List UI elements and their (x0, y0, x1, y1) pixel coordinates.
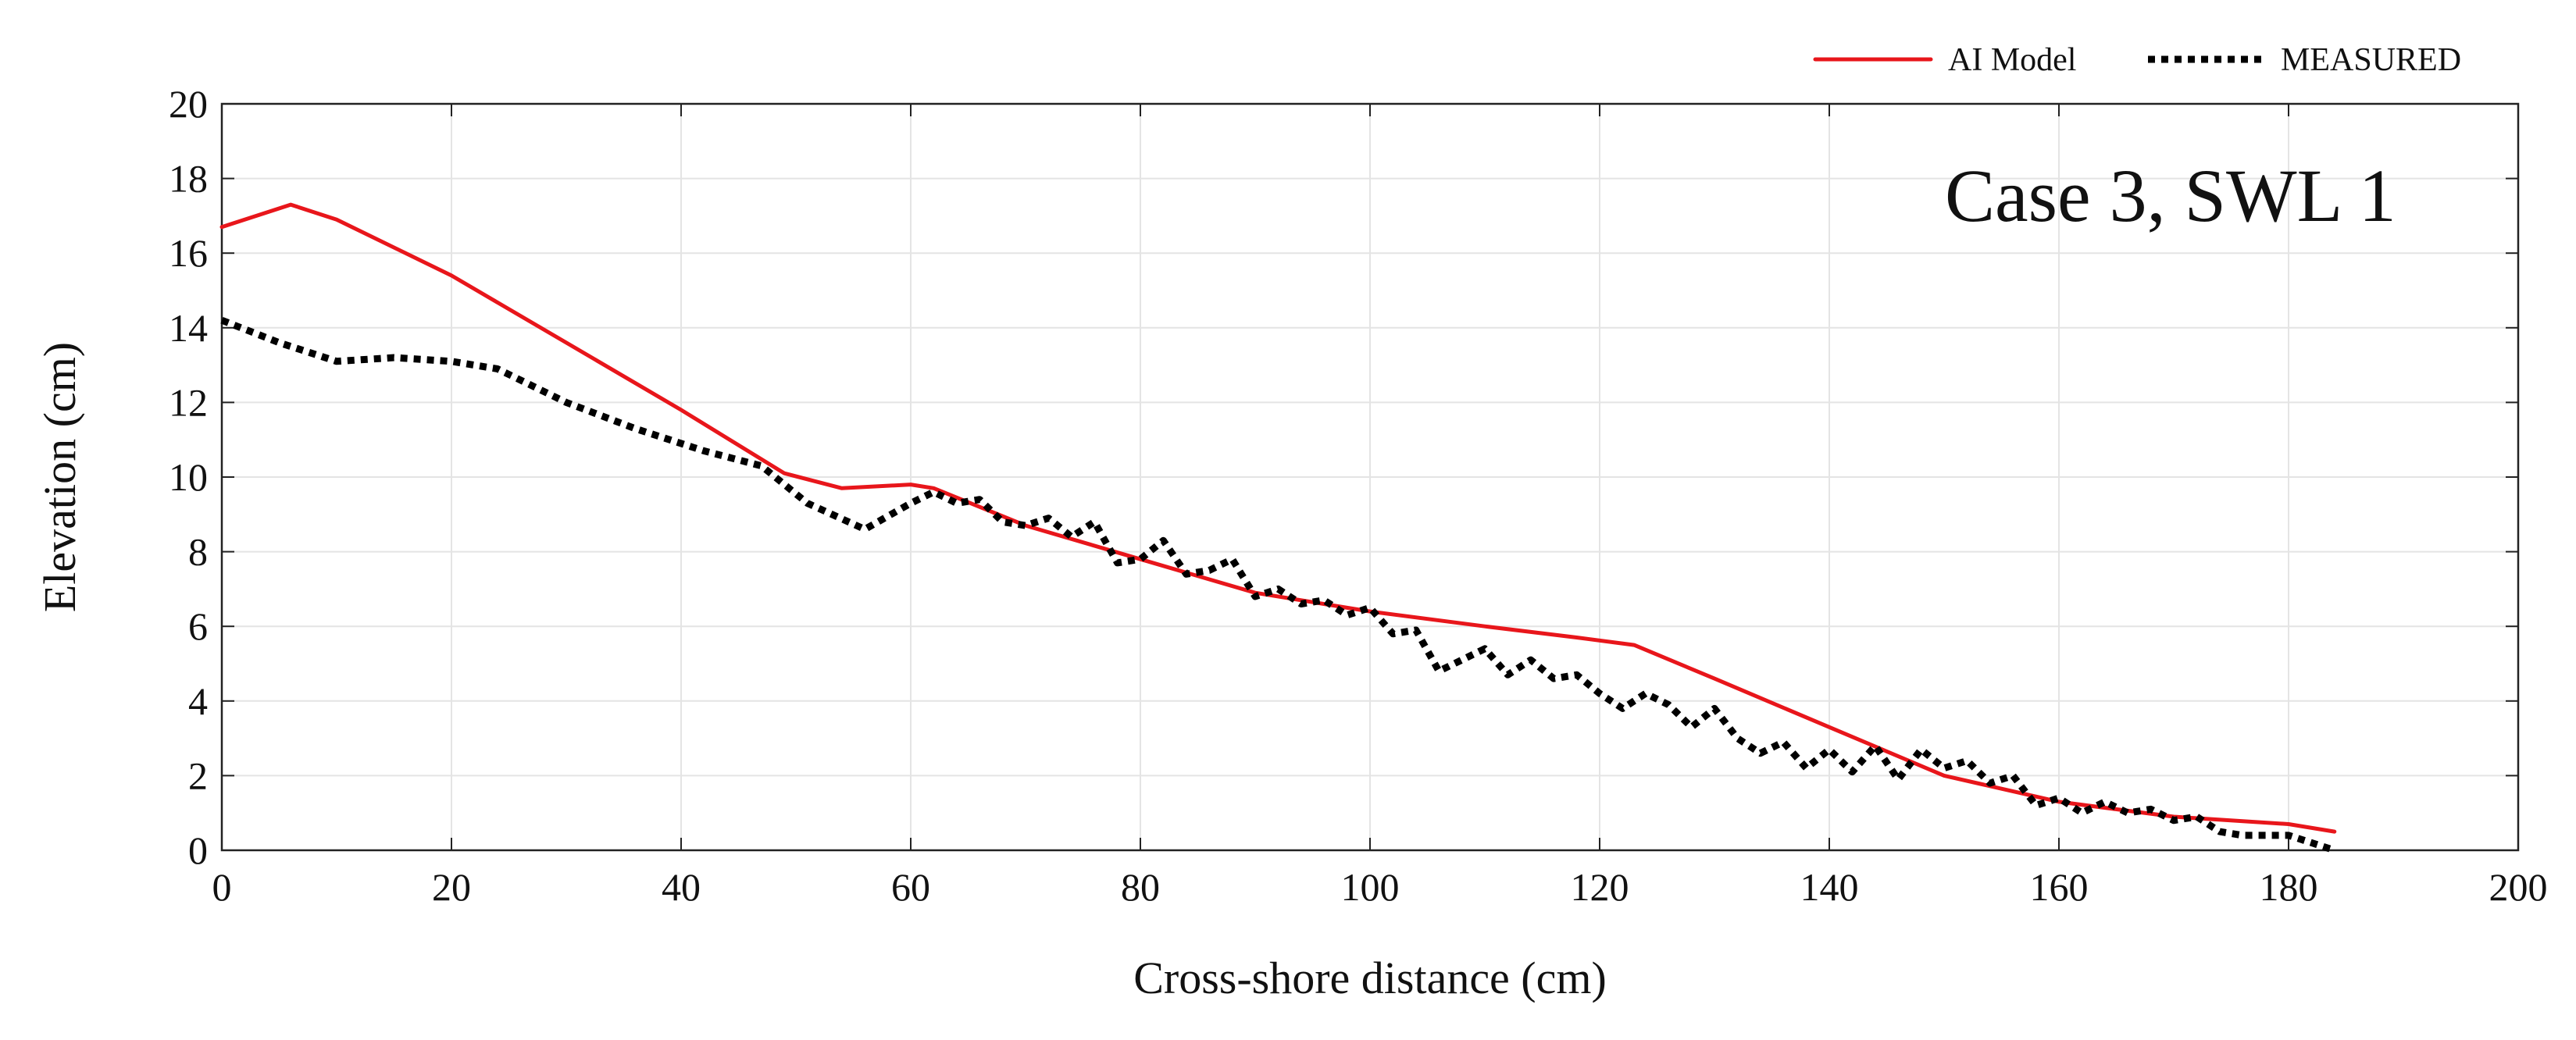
x-tick-label: 20 (432, 865, 471, 909)
y-tick-label: 16 (169, 231, 208, 275)
axis-ticks: 0 20 40 60 80 100 120 140 160 180 200 0 2 4 6 8 10 12 14 16… (169, 82, 2548, 909)
y-tick-label: 10 (169, 455, 208, 499)
legend-label-measured: MEASURED (2281, 42, 2461, 78)
y-tick-label: 18 (169, 157, 208, 201)
x-axis-label: Cross-shore distance (cm) (1133, 953, 1607, 1003)
x-tick-label: 180 (2260, 865, 2318, 909)
x-tick-label: 60 (891, 865, 930, 909)
x-tick-label: 0 (212, 865, 232, 909)
y-tick-label: 14 (169, 306, 208, 350)
x-tick-label: 80 (1121, 865, 1160, 909)
x-tick-label: 200 (2489, 865, 2548, 909)
grid-lines (222, 104, 2518, 850)
case-annotation: Case 3, SWL 1 (1945, 154, 2396, 237)
y-axis-label: Elevation (cm) (34, 342, 85, 612)
y-tick-label: 6 (188, 604, 208, 648)
y-tick-label: 20 (169, 82, 208, 126)
series-line-ai-model (219, 202, 2337, 834)
legend-label-ai-model: AI Model (1948, 42, 2076, 78)
legend: AI Model MEASURED (1813, 42, 2461, 78)
y-tick-label: 4 (188, 679, 208, 723)
series-lines (219, 202, 2337, 854)
y-tick-label: 12 (169, 380, 208, 424)
x-tick-label: 160 (2030, 865, 2089, 909)
y-tick-label: 8 (188, 530, 208, 574)
series-line-measured (220, 317, 2336, 854)
x-tick-label: 140 (1800, 865, 1859, 909)
x-tick-label: 100 (1341, 865, 1400, 909)
x-tick-label: 40 (662, 865, 701, 909)
x-tick-label: 120 (1571, 865, 1629, 909)
y-tick-label: 2 (188, 753, 208, 797)
y-tick-label: 0 (188, 828, 208, 872)
